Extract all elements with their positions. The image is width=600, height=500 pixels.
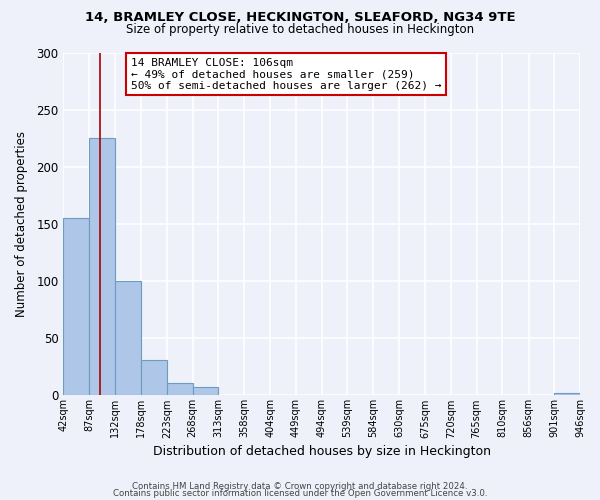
Bar xyxy=(64,218,89,396)
Bar xyxy=(141,360,167,396)
X-axis label: Distribution of detached houses by size in Heckington: Distribution of detached houses by size … xyxy=(153,444,491,458)
Text: 14, BRAMLEY CLOSE, HECKINGTON, SLEAFORD, NG34 9TE: 14, BRAMLEY CLOSE, HECKINGTON, SLEAFORD,… xyxy=(85,11,515,24)
Bar xyxy=(89,138,115,396)
Y-axis label: Number of detached properties: Number of detached properties xyxy=(15,131,28,317)
Text: Contains public sector information licensed under the Open Government Licence v3: Contains public sector information licen… xyxy=(113,489,487,498)
Bar xyxy=(115,281,141,396)
Text: Contains HM Land Registry data © Crown copyright and database right 2024.: Contains HM Land Registry data © Crown c… xyxy=(132,482,468,491)
Bar xyxy=(193,388,218,396)
Bar xyxy=(554,393,580,396)
Text: Size of property relative to detached houses in Heckington: Size of property relative to detached ho… xyxy=(126,23,474,36)
Text: 14 BRAMLEY CLOSE: 106sqm
← 49% of detached houses are smaller (259)
50% of semi-: 14 BRAMLEY CLOSE: 106sqm ← 49% of detach… xyxy=(131,58,441,91)
Bar xyxy=(167,383,193,396)
